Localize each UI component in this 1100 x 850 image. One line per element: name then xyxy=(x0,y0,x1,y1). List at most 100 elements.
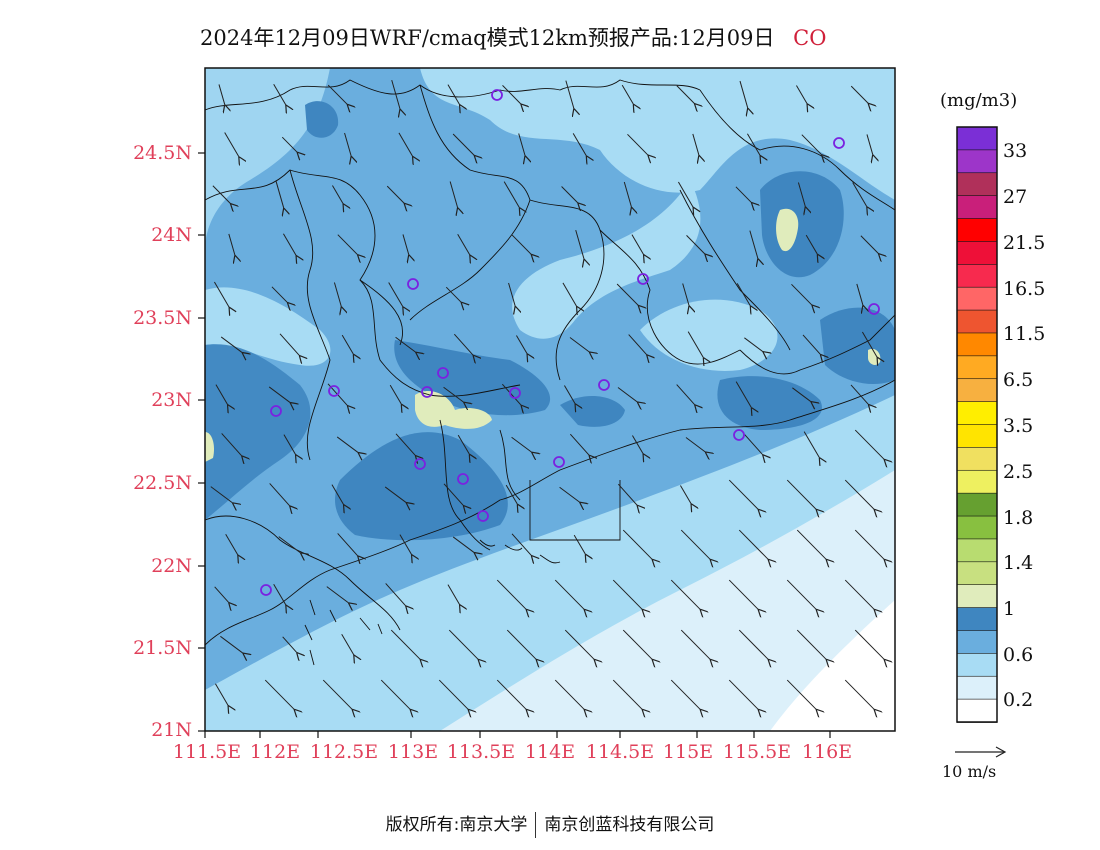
site-marker xyxy=(328,385,340,397)
wind-arrow xyxy=(511,234,532,255)
lat-label: 21N xyxy=(151,719,192,741)
wind-arrow xyxy=(854,629,885,660)
wind-arrow xyxy=(728,479,759,510)
wind-arrow xyxy=(554,679,585,710)
wind-arrow xyxy=(395,433,416,456)
wind-arrow xyxy=(505,484,518,505)
lat-label: 24.5N xyxy=(133,142,192,164)
wind-arrow xyxy=(283,434,296,456)
lat-label: 22.5N xyxy=(133,472,192,494)
colorbar-frame xyxy=(956,126,998,723)
wind-arrow xyxy=(220,336,243,353)
reference-vector-head xyxy=(995,746,1007,758)
wind-arrow xyxy=(617,387,638,403)
wind-arrow xyxy=(210,486,233,504)
colorbar-swatch xyxy=(956,469,998,494)
wind-arrow xyxy=(212,185,231,204)
site-marker xyxy=(509,387,521,399)
wind-arrow xyxy=(384,486,407,503)
colorbar-swatch xyxy=(956,424,998,449)
colorbar-swatch xyxy=(956,607,998,632)
colorbar-swatch xyxy=(956,447,998,472)
wind-arrow xyxy=(627,133,648,155)
wind-arrow xyxy=(341,334,354,355)
wind-arrow xyxy=(612,579,643,610)
wind-arrow xyxy=(228,233,235,256)
wind-arrow xyxy=(336,436,359,453)
wind-arrow xyxy=(805,234,818,255)
colorbar-swatch xyxy=(956,698,998,723)
wind-arrow xyxy=(844,479,875,510)
wind-arrow xyxy=(852,182,868,207)
wind-arrow xyxy=(221,433,243,456)
colorbar-swatch xyxy=(956,286,998,311)
lon-label: 116E xyxy=(801,741,853,763)
wind-arrow xyxy=(803,431,820,459)
wind-arrow xyxy=(278,536,301,554)
wind-arrow xyxy=(453,333,473,356)
wind-arrow xyxy=(282,636,298,653)
wind-arrow xyxy=(281,136,297,153)
wind-arrow xyxy=(273,583,287,606)
wind-arrow xyxy=(501,383,521,406)
colorbar-swatch xyxy=(956,492,998,517)
axis-ticks xyxy=(198,152,831,738)
wind-arrow xyxy=(728,579,759,610)
wind-arrow xyxy=(736,283,751,306)
wind-arrow xyxy=(447,584,460,606)
wind-arrow xyxy=(735,186,752,203)
wind-arrow xyxy=(273,83,287,106)
wind-arrow xyxy=(502,85,522,104)
wind-arrow xyxy=(685,437,706,453)
colorbar-level: 1 xyxy=(1003,598,1016,620)
wind-arrow xyxy=(220,635,243,653)
wind-arrow xyxy=(561,186,579,203)
wind-arrow xyxy=(854,429,885,460)
colorbar-level: 1.4 xyxy=(1003,552,1034,574)
lon-label: 114E xyxy=(524,741,576,763)
colorbar-level: 3.5 xyxy=(1003,415,1034,437)
site-marker xyxy=(637,273,649,285)
title-main: 2024年12月09日WRF/cmaq模式12km预报产品:12月09日 xyxy=(200,26,775,50)
wind-arrow xyxy=(452,536,475,553)
wind-arrow xyxy=(391,79,401,110)
wind-arrow xyxy=(511,436,533,453)
site-marker xyxy=(833,137,845,149)
wind-arrow xyxy=(399,534,412,556)
wind-arrow xyxy=(337,234,358,256)
colorbar-level: 33 xyxy=(1003,140,1028,162)
wind-arrow xyxy=(264,679,295,710)
wind-arrow xyxy=(628,334,648,356)
site-marker xyxy=(270,405,282,417)
footer: 版权所有:南京大学 南京创蓝科技有限公司 xyxy=(0,810,1100,838)
lon-label: 114.5E xyxy=(585,741,655,763)
colorbar-level: 27 xyxy=(1003,186,1028,208)
wind-arrow xyxy=(621,84,634,105)
footer-copyright: 版权所有:南京大学 xyxy=(385,815,528,835)
wind-arrow xyxy=(622,529,653,560)
wind-arrow xyxy=(331,484,344,506)
colorbar-swatch xyxy=(956,675,998,700)
wind-arrow xyxy=(739,80,748,109)
wind-arrow xyxy=(327,84,348,105)
wind-arrow xyxy=(275,180,284,209)
wind-arrow xyxy=(631,234,644,256)
lon-label: 112E xyxy=(249,741,301,763)
colorbar-swatch xyxy=(956,401,998,426)
site-marker xyxy=(414,458,426,470)
wind-arrow xyxy=(322,679,353,710)
wind-arrow xyxy=(388,282,404,307)
wind-arrow xyxy=(677,181,693,208)
site-marker xyxy=(553,456,565,468)
site-marker xyxy=(491,89,503,101)
colorbar-swatch xyxy=(956,218,998,243)
wind-arrow xyxy=(559,486,581,503)
wind-arrow xyxy=(445,286,461,303)
colorbar-swatch xyxy=(956,355,998,380)
map-title: 2024年12月09日WRF/cmaq模式12km预报产品:12月09日 CO xyxy=(200,22,900,52)
monitoring-sites xyxy=(260,89,880,596)
wind-arrow xyxy=(738,629,769,660)
wind-arrow xyxy=(844,679,875,710)
wind-arrow xyxy=(856,283,863,306)
colorbar-swatch xyxy=(956,515,998,540)
